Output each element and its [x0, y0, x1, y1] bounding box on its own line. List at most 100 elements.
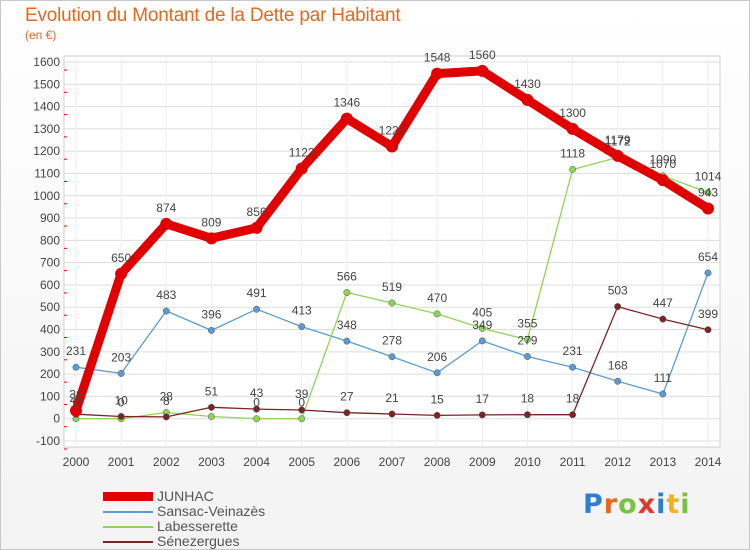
- data-label: 0: [118, 396, 125, 410]
- data-point: [343, 337, 351, 345]
- data-point: [70, 404, 82, 417]
- x-tick-label: 2012: [604, 455, 631, 469]
- legend-item: JUNHAC: [103, 489, 265, 504]
- data-point: [704, 269, 712, 277]
- data-point: [614, 377, 622, 385]
- data-label: 1221: [379, 123, 406, 137]
- data-point: [433, 411, 441, 419]
- data-point: [523, 336, 531, 344]
- data-label: 483: [156, 288, 176, 302]
- data-label: 396: [201, 307, 221, 321]
- legend-label: Labesserette: [157, 518, 238, 534]
- data-point: [566, 122, 579, 135]
- data-label: 1090: [650, 153, 677, 167]
- data-point: [343, 289, 351, 296]
- y-tick-label: 300: [40, 345, 60, 359]
- y-tick-label: 700: [40, 256, 60, 270]
- y-tick-label: 1000: [33, 189, 60, 203]
- legend-swatch: [103, 510, 153, 513]
- data-label: 503: [608, 284, 628, 298]
- data-label: 413: [292, 304, 312, 318]
- data-label: 566: [337, 270, 357, 284]
- data-point: [614, 303, 622, 311]
- y-tick-label: 1300: [33, 122, 60, 136]
- logo-letter: r: [603, 489, 619, 520]
- x-tick-label: 2008: [424, 455, 451, 469]
- x-tick-label: 2004: [243, 455, 270, 469]
- logo-letter: x: [637, 489, 657, 520]
- data-point: [431, 67, 444, 80]
- data-point: [205, 232, 218, 245]
- logo-letter: t: [666, 489, 681, 520]
- data-label: 349: [472, 318, 492, 332]
- y-tick-label: 100: [40, 389, 60, 403]
- data-label: 231: [66, 344, 86, 358]
- x-tick-label: 2009: [469, 455, 496, 469]
- data-point: [704, 189, 712, 197]
- data-label: 943: [698, 185, 718, 199]
- data-label: 491: [247, 286, 267, 300]
- data-point: [659, 390, 667, 398]
- data-point: [704, 326, 712, 334]
- data-label: 231: [563, 344, 583, 358]
- y-tick-label: 1200: [33, 144, 60, 158]
- y-tick-label: 500: [40, 300, 60, 314]
- legend-label: JUNHAC: [157, 488, 214, 504]
- logo-letter: o: [618, 489, 638, 520]
- data-label: 1070: [650, 157, 677, 171]
- data-label: 206: [427, 350, 447, 364]
- data-point: [117, 369, 125, 377]
- data-label: 1346: [334, 96, 361, 110]
- data-label: 355: [517, 317, 537, 331]
- legend-label: Sansac-Veinazès: [157, 503, 266, 519]
- data-point: [433, 310, 441, 318]
- data-label: 856: [247, 205, 267, 219]
- chart-subtitle: (en €): [25, 28, 57, 42]
- y-tick-label: 200: [40, 367, 60, 381]
- data-point: [386, 140, 398, 153]
- data-label: 1430: [514, 77, 541, 91]
- data-label: 405: [472, 305, 492, 319]
- data-point: [162, 307, 170, 315]
- data-label: 1560: [469, 48, 496, 62]
- data-label: 348: [337, 318, 357, 332]
- data-point: [253, 405, 261, 413]
- data-point: [343, 409, 351, 417]
- data-point: [569, 363, 577, 371]
- data-point: [433, 369, 441, 377]
- data-point: [478, 337, 486, 345]
- data-label: 654: [698, 250, 718, 264]
- y-tick-label: -100: [36, 434, 60, 448]
- x-tick-label: 2006: [334, 455, 361, 469]
- data-point: [298, 406, 306, 414]
- data-label: 399: [698, 307, 718, 321]
- y-tick-label: 400: [40, 323, 60, 337]
- data-label: 279: [517, 334, 537, 348]
- data-label: 0: [298, 396, 305, 410]
- y-tick-label: 1100: [34, 166, 60, 180]
- data-label: 519: [382, 280, 402, 294]
- data-label: 10: [114, 393, 128, 407]
- x-tick-label: 2003: [198, 455, 225, 469]
- x-tick-label: 2014: [695, 455, 722, 469]
- data-label: 17: [476, 392, 490, 406]
- data-point: [253, 415, 261, 423]
- data-label: 28: [160, 389, 174, 403]
- data-point: [569, 411, 577, 419]
- data-point: [611, 149, 624, 162]
- proxiti-logo: Proxiti: [583, 489, 691, 520]
- data-label: 39: [295, 387, 309, 401]
- data-label: 18: [566, 392, 580, 406]
- data-point: [659, 315, 667, 323]
- data-label: 1300: [559, 106, 586, 120]
- data-label: 650: [111, 251, 131, 265]
- chart-title: Evolution du Montant de la Dette par Hab…: [25, 5, 401, 26]
- x-tick-label: 2000: [63, 455, 90, 469]
- data-label: 36: [69, 388, 83, 402]
- data-point: [388, 353, 396, 361]
- data-point: [115, 267, 128, 280]
- legend-swatch: [103, 540, 153, 543]
- data-point: [72, 363, 80, 371]
- legend-item: Sénezergues: [103, 534, 265, 549]
